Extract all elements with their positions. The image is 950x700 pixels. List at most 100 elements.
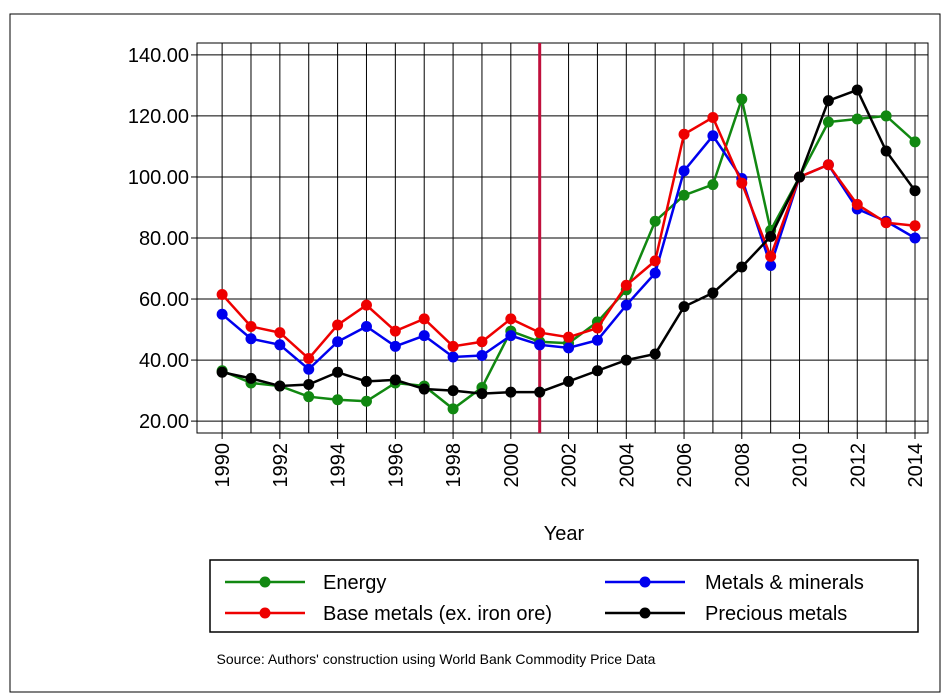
point — [418, 313, 430, 325]
y-tick-label: 80.00 — [139, 228, 189, 250]
point — [389, 374, 401, 386]
point — [909, 136, 921, 148]
point — [707, 179, 719, 191]
point — [332, 336, 344, 348]
legend-marker — [639, 607, 651, 619]
point — [649, 255, 661, 267]
y-tick-label: 40.00 — [139, 350, 189, 372]
point — [591, 334, 603, 346]
point — [534, 327, 546, 339]
point — [707, 130, 719, 142]
point — [332, 366, 344, 378]
point — [620, 299, 632, 311]
y-tick-label: 100.00 — [128, 167, 189, 189]
point — [822, 116, 834, 128]
legend-label: Energy — [323, 572, 386, 594]
point — [332, 319, 344, 331]
point — [418, 383, 430, 395]
x-axis-label: Year — [544, 523, 585, 545]
x-tick-label: 2008 — [732, 443, 754, 488]
point — [303, 391, 315, 403]
x-tick-label: 2002 — [559, 443, 581, 488]
x-tick-label: 1990 — [212, 443, 234, 488]
point — [216, 308, 228, 320]
y-tick-label: 60.00 — [139, 289, 189, 311]
legend-label: Precious metals — [705, 603, 847, 625]
x-tick-label: 2014 — [905, 443, 927, 488]
legend — [209, 559, 919, 633]
point — [851, 198, 863, 210]
point — [880, 217, 892, 229]
point — [360, 320, 372, 332]
point — [476, 388, 488, 400]
point — [389, 325, 401, 337]
x-tick-label: 2012 — [847, 443, 869, 488]
point — [794, 171, 806, 183]
legend-marker — [259, 607, 271, 619]
legend-marker — [259, 576, 271, 588]
point — [678, 301, 690, 313]
point — [505, 313, 517, 325]
point — [736, 261, 748, 273]
legend-label: Base metals (ex. iron ore) — [323, 603, 552, 625]
point — [563, 375, 575, 387]
x-tick-label: 1992 — [270, 443, 292, 488]
point — [303, 378, 315, 390]
x-tick-label: 2010 — [790, 443, 812, 488]
point — [447, 340, 459, 352]
point — [360, 375, 372, 387]
point — [909, 220, 921, 232]
point — [534, 339, 546, 351]
point — [620, 354, 632, 366]
point — [620, 279, 632, 291]
point — [389, 340, 401, 352]
x-tick-label: 2006 — [674, 443, 696, 488]
point — [678, 128, 690, 140]
point — [303, 363, 315, 375]
point — [765, 230, 777, 242]
point — [736, 93, 748, 105]
y-tick-label: 120.00 — [128, 106, 189, 128]
point — [447, 385, 459, 397]
point — [765, 259, 777, 271]
source-note: Source: Authors' construction using Worl… — [217, 651, 656, 667]
y-tick-label: 140.00 — [128, 45, 189, 67]
point — [563, 331, 575, 343]
point — [534, 386, 546, 398]
point — [360, 299, 372, 311]
point — [851, 84, 863, 96]
point — [245, 333, 257, 345]
point — [765, 250, 777, 262]
point — [736, 177, 748, 189]
point — [418, 330, 430, 342]
point — [822, 159, 834, 171]
x-tick-label: 1996 — [385, 443, 407, 488]
point — [909, 185, 921, 197]
point — [476, 349, 488, 361]
point — [880, 110, 892, 122]
point — [678, 165, 690, 177]
point — [563, 342, 575, 354]
point — [245, 372, 257, 384]
point — [216, 366, 228, 378]
x-tick-label: 2000 — [501, 443, 523, 488]
point — [360, 395, 372, 407]
point — [649, 215, 661, 227]
point — [216, 288, 228, 300]
x-tick-label: 1998 — [443, 443, 465, 488]
legend-label: Metals & minerals — [705, 572, 864, 594]
point — [505, 386, 517, 398]
point — [649, 267, 661, 279]
point — [303, 353, 315, 365]
point — [707, 287, 719, 299]
point — [591, 322, 603, 334]
point — [505, 330, 517, 342]
point — [909, 232, 921, 244]
point — [274, 339, 286, 351]
point — [591, 365, 603, 377]
x-tick-label: 1994 — [328, 443, 350, 488]
point — [851, 113, 863, 125]
y-tick-label: 20.00 — [139, 411, 189, 433]
x-tick-label: 2004 — [616, 443, 638, 488]
